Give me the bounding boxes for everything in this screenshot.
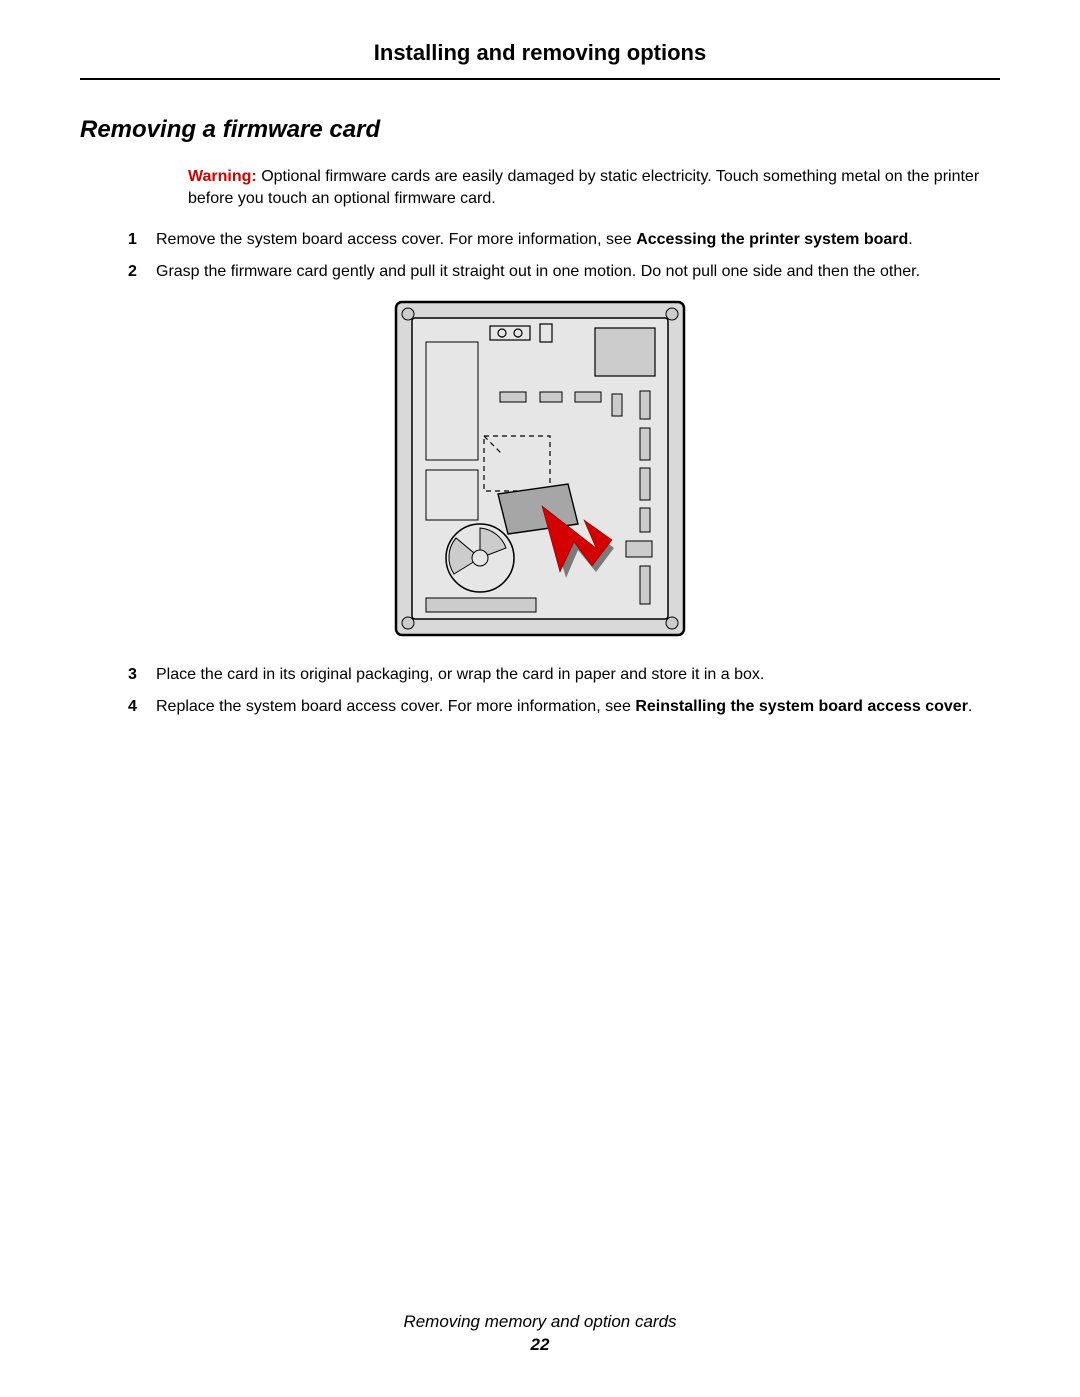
system-board-illustration <box>390 296 690 641</box>
step-post: . <box>908 231 912 248</box>
step-post: . <box>968 698 972 715</box>
page-footer: Removing memory and option cards 22 <box>0 1311 1080 1357</box>
step-pre: Replace the system board access cover. F… <box>156 698 635 715</box>
step-item: 3 Place the card in its original packagi… <box>128 664 1000 686</box>
step-item: 4 Replace the system board access cover.… <box>128 696 1000 718</box>
step-number: 1 <box>128 229 156 251</box>
step-item: 2 Grasp the firmware card gently and pul… <box>128 261 1000 283</box>
fan-hub <box>472 550 488 566</box>
chip <box>612 394 622 416</box>
footer-text: Removing memory and option cards <box>0 1311 1080 1334</box>
step-text: Remove the system board access cover. Fo… <box>156 229 1000 251</box>
step-item: 1 Remove the system board access cover. … <box>128 229 1000 251</box>
step-text: Replace the system board access cover. F… <box>156 696 1000 718</box>
steps-list: 1 Remove the system board access cover. … <box>128 229 1000 282</box>
step-pre: Grasp the firmware card gently and pull … <box>156 263 920 280</box>
slot <box>640 468 650 500</box>
warning-block: Warning: Optional firmware cards are eas… <box>188 166 1000 209</box>
section-title: Removing a firmware card <box>80 116 1000 144</box>
step-pre: Remove the system board access cover. Fo… <box>156 231 636 248</box>
screw-icon <box>666 308 678 320</box>
step-bold: Reinstalling the system board access cov… <box>635 698 968 715</box>
screw-icon <box>666 617 678 629</box>
page-number: 22 <box>0 1334 1080 1357</box>
step-number: 4 <box>128 696 156 718</box>
page-header-title: Installing and removing options <box>80 40 1000 78</box>
step-number: 2 <box>128 261 156 283</box>
screw-icon <box>402 308 414 320</box>
slot <box>640 391 650 419</box>
screw-icon <box>402 617 414 629</box>
figure <box>80 296 1000 646</box>
step-text: Grasp the firmware card gently and pull … <box>156 261 1000 283</box>
chip <box>540 392 562 402</box>
warning-text: Optional firmware cards are easily damag… <box>188 168 979 207</box>
step-text: Place the card in its original packaging… <box>156 664 1000 686</box>
chip <box>575 392 601 402</box>
bottom-tray <box>426 598 536 612</box>
header-divider <box>80 78 1000 80</box>
slot <box>640 508 650 532</box>
steps-list-continued: 3 Place the card in its original packagi… <box>128 664 1000 717</box>
slot <box>626 541 652 557</box>
component-block <box>595 328 655 376</box>
slot <box>640 428 650 460</box>
step-number: 3 <box>128 664 156 686</box>
warning-label: Warning: <box>188 168 257 185</box>
slot <box>640 566 650 604</box>
step-bold: Accessing the printer system board <box>636 231 908 248</box>
chip <box>500 392 526 402</box>
step-pre: Place the card in its original packaging… <box>156 666 764 683</box>
